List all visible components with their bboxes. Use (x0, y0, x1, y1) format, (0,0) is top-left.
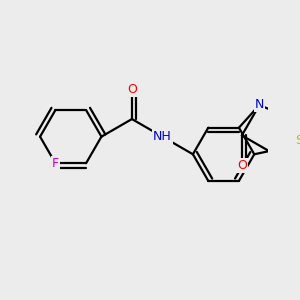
Text: NH: NH (153, 130, 172, 143)
Text: O: O (127, 82, 137, 96)
Text: F: F (52, 157, 59, 170)
Text: S: S (296, 134, 300, 147)
Text: O: O (237, 159, 247, 172)
Text: N: N (255, 98, 264, 111)
